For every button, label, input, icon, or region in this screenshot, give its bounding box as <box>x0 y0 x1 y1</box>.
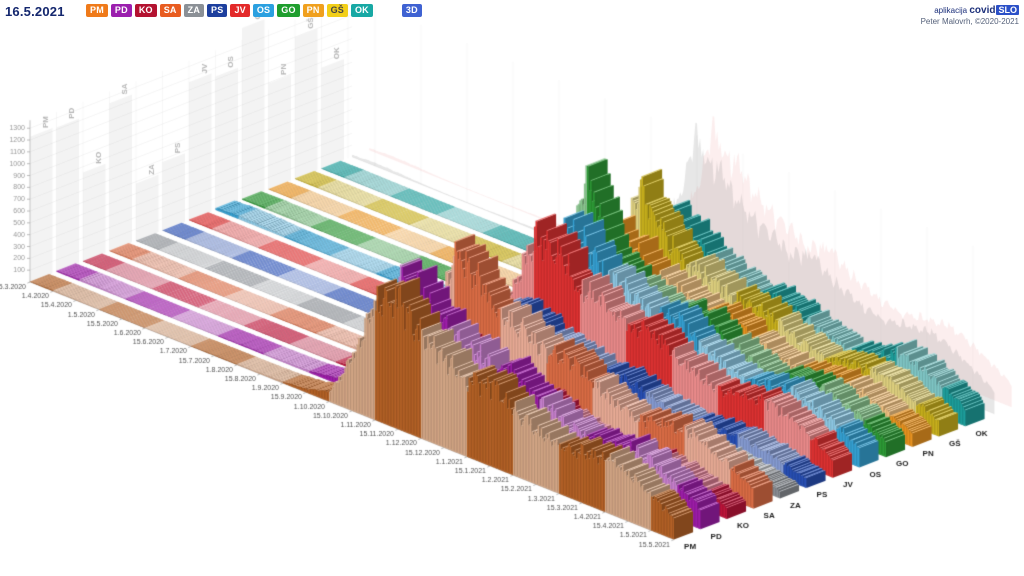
legend-chip-ZA[interactable]: ZA <box>183 4 205 17</box>
legend-chip-PM[interactable]: PM <box>86 4 108 17</box>
legend-chip-PD[interactable]: PD <box>110 4 132 17</box>
app-title: aplikacija covid SLO <box>921 4 1019 17</box>
legend-chip-PS[interactable]: PS <box>207 4 228 17</box>
legend-chip-GO[interactable]: GO <box>277 4 300 17</box>
app-name: covid <box>969 5 996 16</box>
legend-chip-JV[interactable]: JV <box>230 4 250 17</box>
app-label: aplikacija <box>934 6 968 15</box>
legend-chip-KO[interactable]: KO <box>134 4 157 17</box>
legend-chip-GŠ[interactable]: GŠ <box>326 4 348 17</box>
legend-chip-OK[interactable]: OK <box>350 4 373 17</box>
toolbar: 16.5.2021 PM PD KO SA ZA PS JV OS GO PN GŠ OK 3D ap… <box>0 0 1024 27</box>
legend-chip-OS[interactable]: OS <box>252 4 275 17</box>
app-name-badge: SLO <box>996 5 1019 15</box>
legend-chip-SA[interactable]: SA <box>159 4 181 17</box>
legend-chip-PN[interactable]: PN <box>302 4 324 17</box>
current-date-label: 16.5.2021 <box>5 4 65 19</box>
author-credit: Peter Malovrh, ©2020-2021 <box>920 17 1019 26</box>
app-credits: aplikacija covid SLO Peter Malovrh, ©2020… <box>921 4 1019 27</box>
view-3d-button[interactable]: 3D <box>401 4 422 17</box>
region-legend: PM PD KO SA ZA PS JV OS GO PN GŠ OK <box>86 4 373 17</box>
